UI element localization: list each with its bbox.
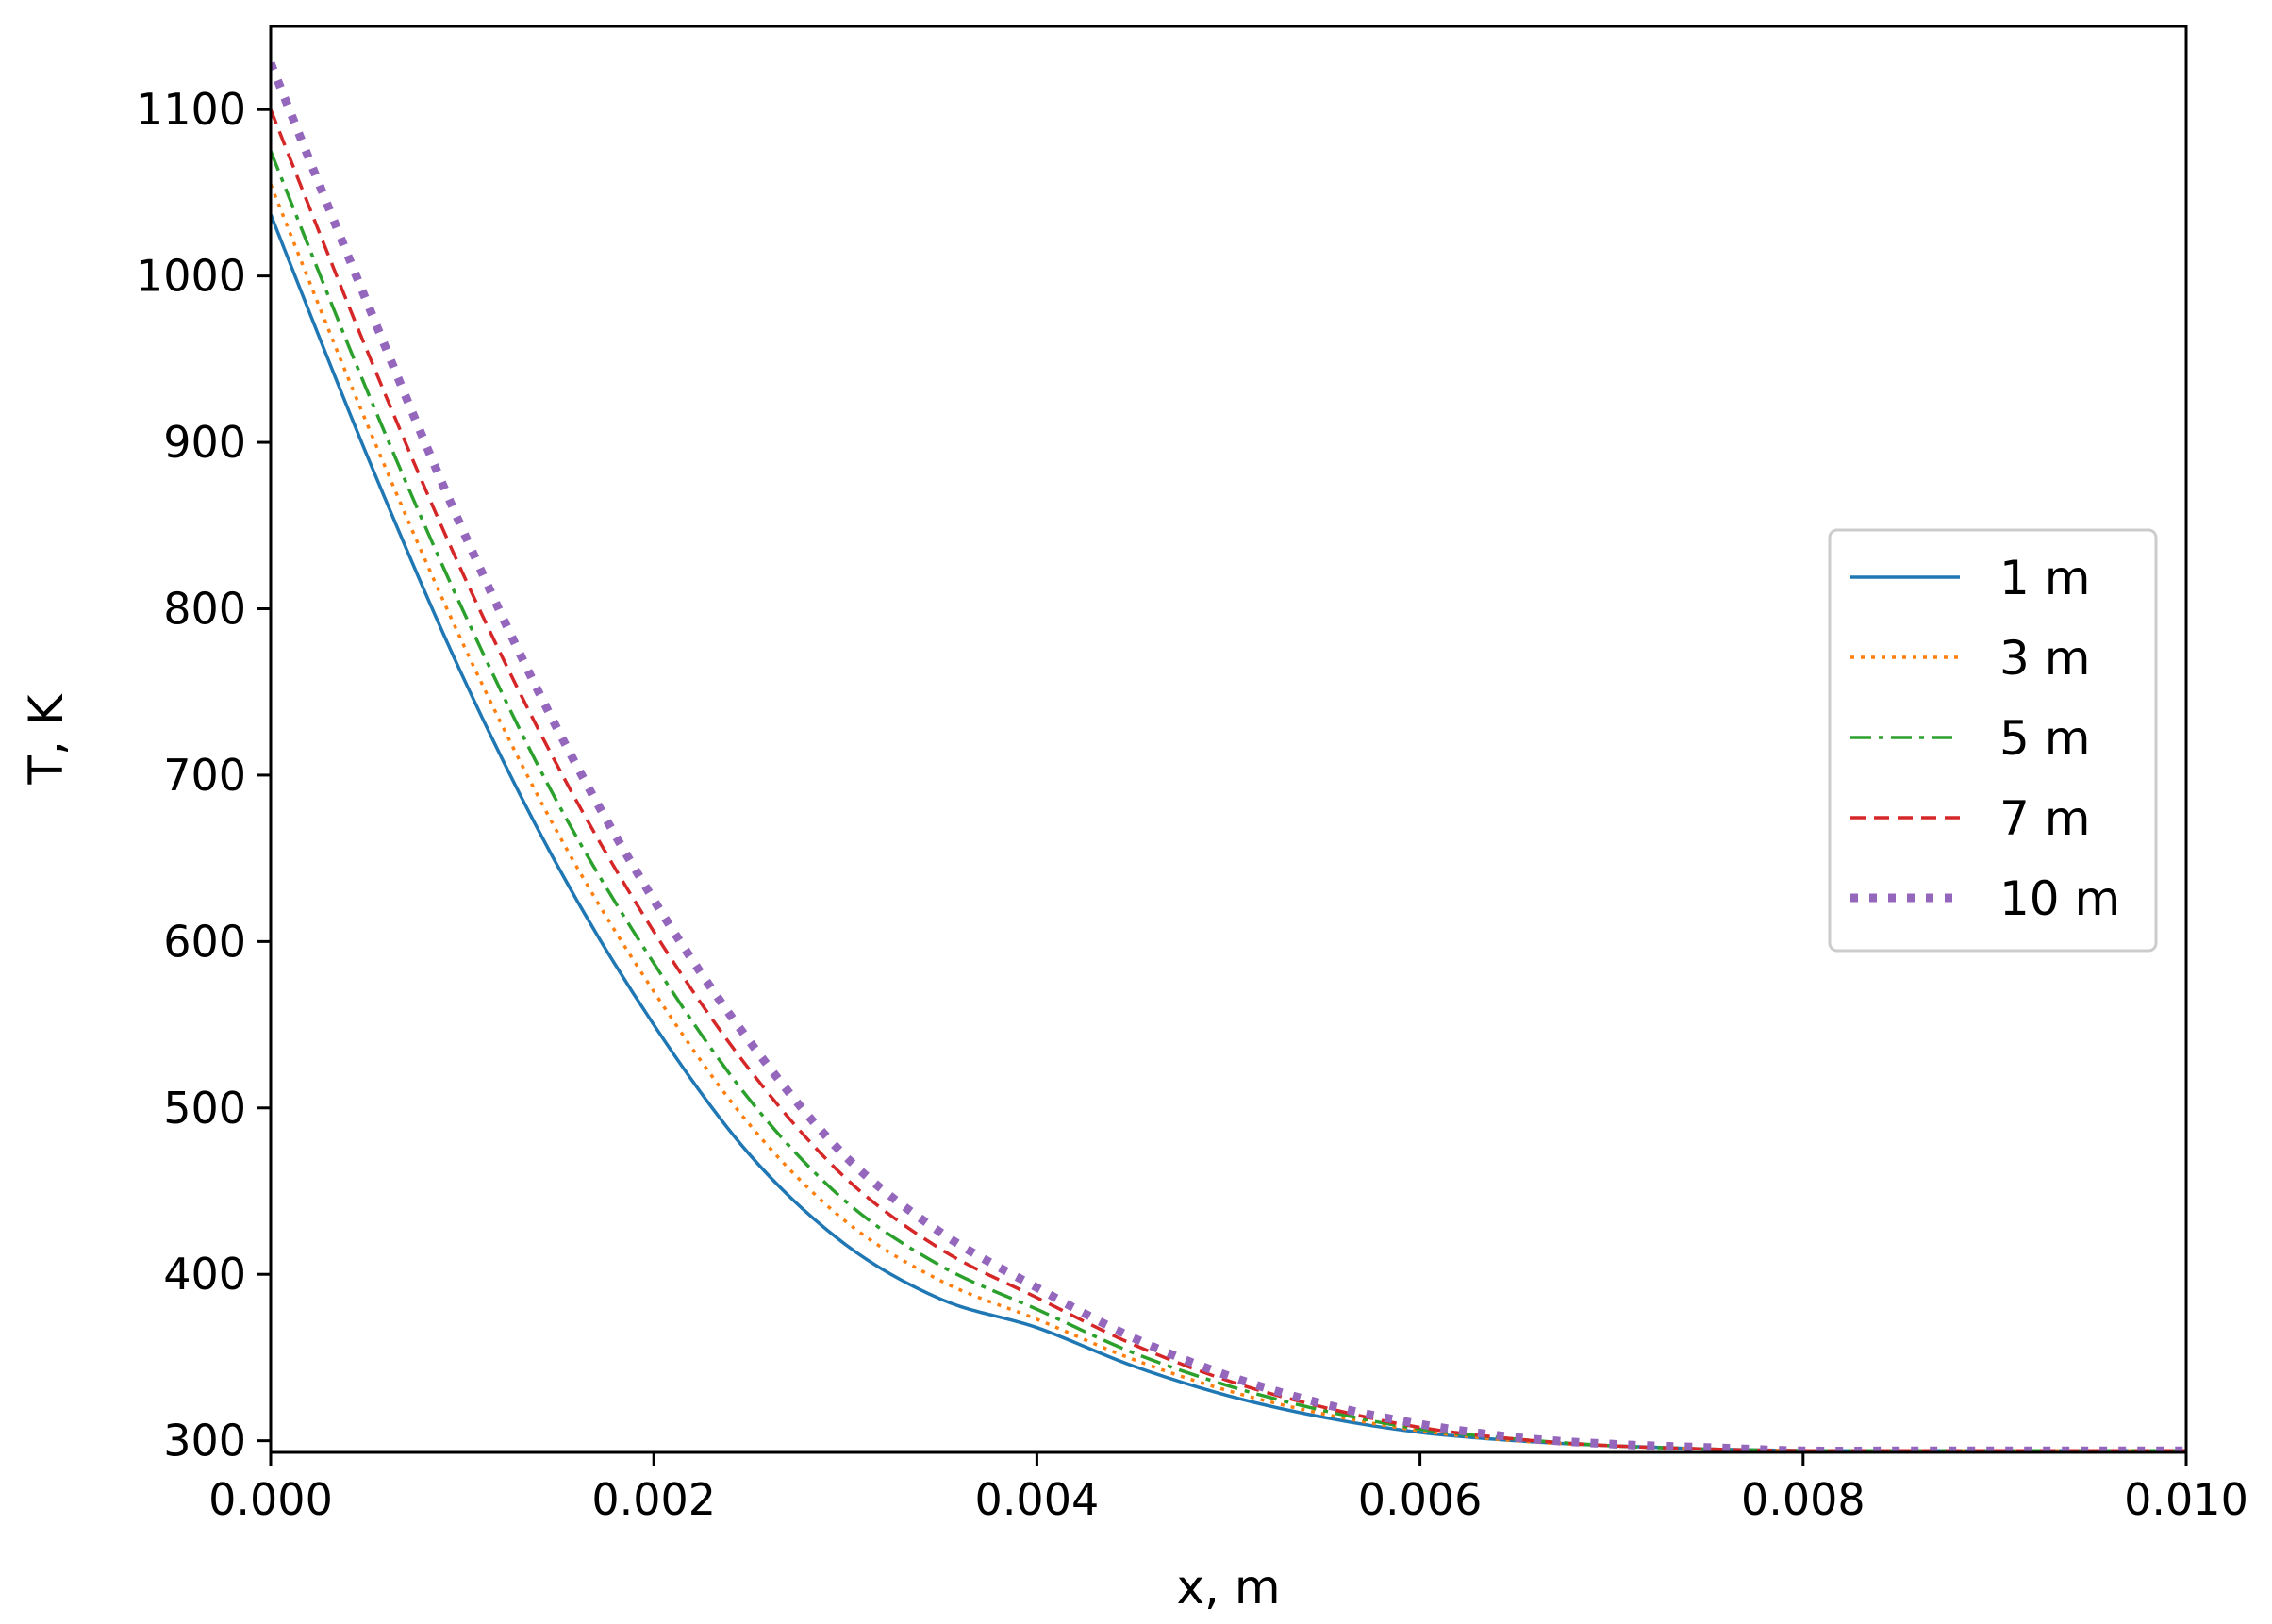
y-tick-label: 800 [163, 584, 246, 635]
x-tick-label: 0.004 [975, 1474, 1100, 1525]
legend: 1 m 3 m 5 m 7 m 10 m [1828, 528, 2158, 953]
series-line-5 [271, 61, 2186, 1452]
y-tick-label: 500 [163, 1083, 246, 1134]
x-axis: 0.000 0.002 0.004 0.006 0.008 0.010 [208, 1452, 2248, 1525]
x-tick-label: 0.002 [591, 1474, 716, 1525]
legend-label: 5 m [1999, 711, 2090, 766]
legend-label: 3 m [1999, 631, 2090, 686]
y-tick-label: 1000 [136, 251, 246, 302]
series-layer [271, 61, 2186, 1452]
x-tick-label: 0.010 [2124, 1474, 2248, 1525]
legend-label: 1 m [1999, 551, 2090, 605]
x-tick-label: 0.006 [1358, 1474, 1483, 1525]
plot-frame [269, 25, 2188, 1454]
series-line-4 [271, 108, 2186, 1452]
series-line-2 [271, 183, 2186, 1452]
y-tick-label: 900 [163, 417, 246, 468]
y-tick-label: 1100 [136, 84, 246, 135]
y-axis-label: T, K [19, 693, 74, 785]
y-tick-label: 300 [163, 1416, 246, 1467]
x-axis-label: x, m [1176, 1560, 1280, 1615]
y-tick-label: 600 [163, 916, 246, 967]
y-tick-label: 700 [163, 750, 246, 801]
legend-label: 7 m [1999, 791, 2090, 846]
y-tick-label: 400 [163, 1249, 246, 1300]
y-axis: 300 400 500 600 700 800 900 1000 1100 [136, 84, 271, 1467]
x-tick-label: 0.008 [1741, 1474, 1866, 1525]
legend-box [1828, 528, 2158, 953]
legend-label: 10 m [1999, 871, 2120, 926]
x-tick-label: 0.000 [208, 1474, 333, 1525]
